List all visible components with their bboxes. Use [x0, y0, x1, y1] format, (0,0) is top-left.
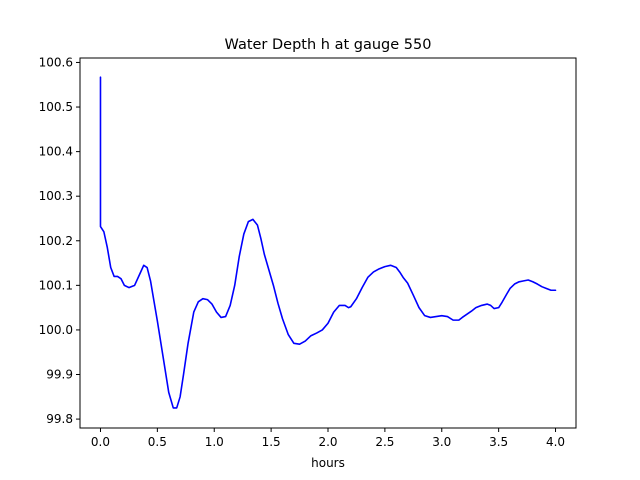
chart-title: Water Depth h at gauge 550 [225, 37, 432, 53]
x-tick-label: 0.5 [148, 435, 167, 449]
x-tick-label: 4.0 [546, 435, 565, 449]
x-axis-label: hours [311, 456, 345, 470]
plot-area-frame [79, 57, 577, 429]
series-layer [99, 76, 557, 409]
y-axis: 99.8 99.9 100.0 100.1 100.2 100.3 100.4 100.5 10… [39, 55, 80, 426]
x-tick-label: 3.5 [489, 435, 508, 449]
x-tick-label: 1.5 [262, 435, 281, 449]
x-tick-label: 0.0 [91, 435, 110, 449]
y-tick-label: 99.9 [46, 368, 73, 382]
y-tick-label: 100.5 [39, 100, 73, 114]
y-tick-label: 100.4 [39, 145, 73, 159]
y-tick-label: 100.3 [39, 189, 73, 203]
y-tick-label: 100.1 [39, 278, 73, 292]
x-tick-label: 1.0 [205, 435, 224, 449]
x-axis: 0.0 0.5 1.0 1.5 2.0 2.5 3.0 3.5 4.0 [91, 428, 565, 449]
series-line-0 [99, 76, 557, 409]
y-tick-label: 100.2 [39, 234, 73, 248]
x-tick-label: 2.5 [375, 435, 394, 449]
x-tick-label: 2.0 [318, 435, 337, 449]
x-tick-label: 3.0 [432, 435, 451, 449]
y-tick-label: 100.6 [39, 55, 73, 69]
y-tick-label: 99.8 [46, 412, 73, 426]
y-tick-label: 100.0 [39, 323, 73, 337]
